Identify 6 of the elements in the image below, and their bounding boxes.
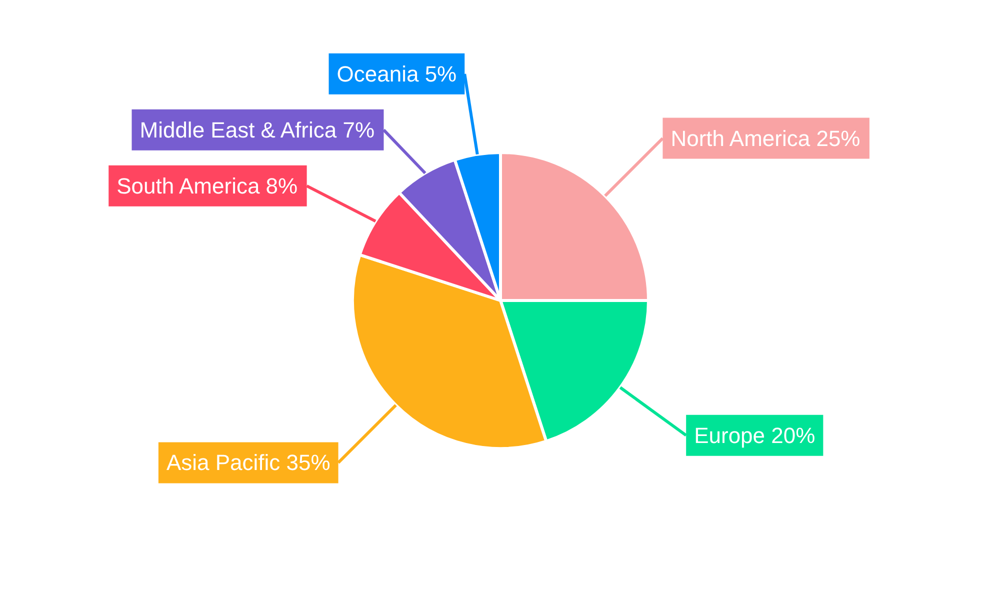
slice-label: South America 8% bbox=[116, 173, 298, 198]
slice-label: Europe 20% bbox=[694, 422, 816, 448]
slice-label: Middle East & Africa 7% bbox=[140, 117, 375, 142]
slice-label: North America 25% bbox=[670, 126, 860, 151]
slice-label: Oceania 5% bbox=[336, 61, 457, 86]
slice-label: Asia Pacific 35% bbox=[166, 450, 330, 476]
